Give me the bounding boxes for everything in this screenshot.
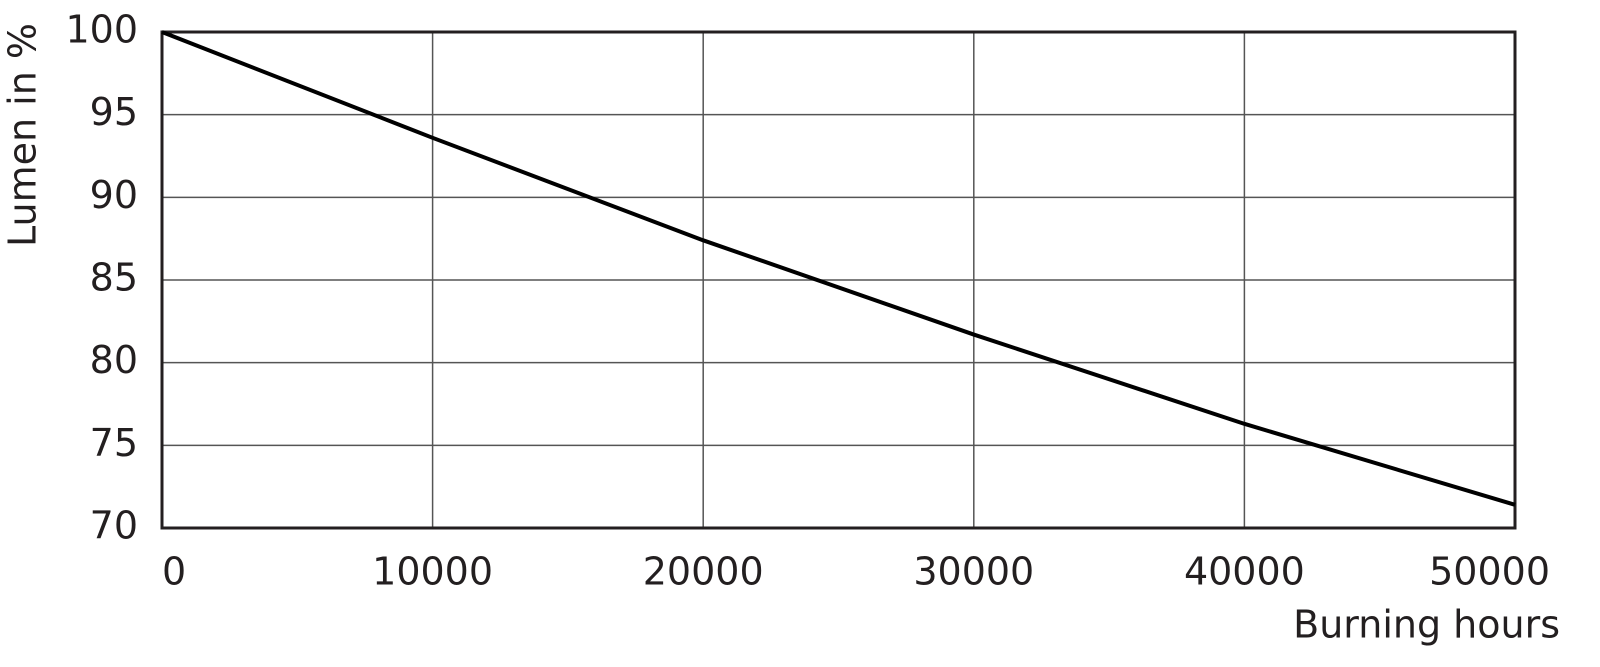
x-tick-label: 10000 <box>372 550 493 594</box>
y-tick-label: 70 <box>90 504 138 548</box>
x-tick-label: 30000 <box>913 550 1034 594</box>
y-tick-label: 90 <box>90 173 138 217</box>
y-tick-label: 100 <box>65 8 138 52</box>
y-tick-label: 75 <box>90 421 138 465</box>
y-tick-label: 85 <box>90 256 138 300</box>
y-tick-label: 95 <box>90 90 138 134</box>
x-tick-label: 0 <box>162 550 186 594</box>
x-tick-label: 50000 <box>1429 550 1550 594</box>
data-line <box>161 30 1516 507</box>
x-tick-label: 20000 <box>643 550 764 594</box>
x-axis-label: Burning hours <box>1293 603 1560 647</box>
plot-frame <box>160 30 1517 530</box>
x-tick-label: 40000 <box>1184 550 1305 594</box>
y-axis-label: Lumen in % <box>1 23 45 247</box>
y-tick-label: 80 <box>90 338 138 382</box>
